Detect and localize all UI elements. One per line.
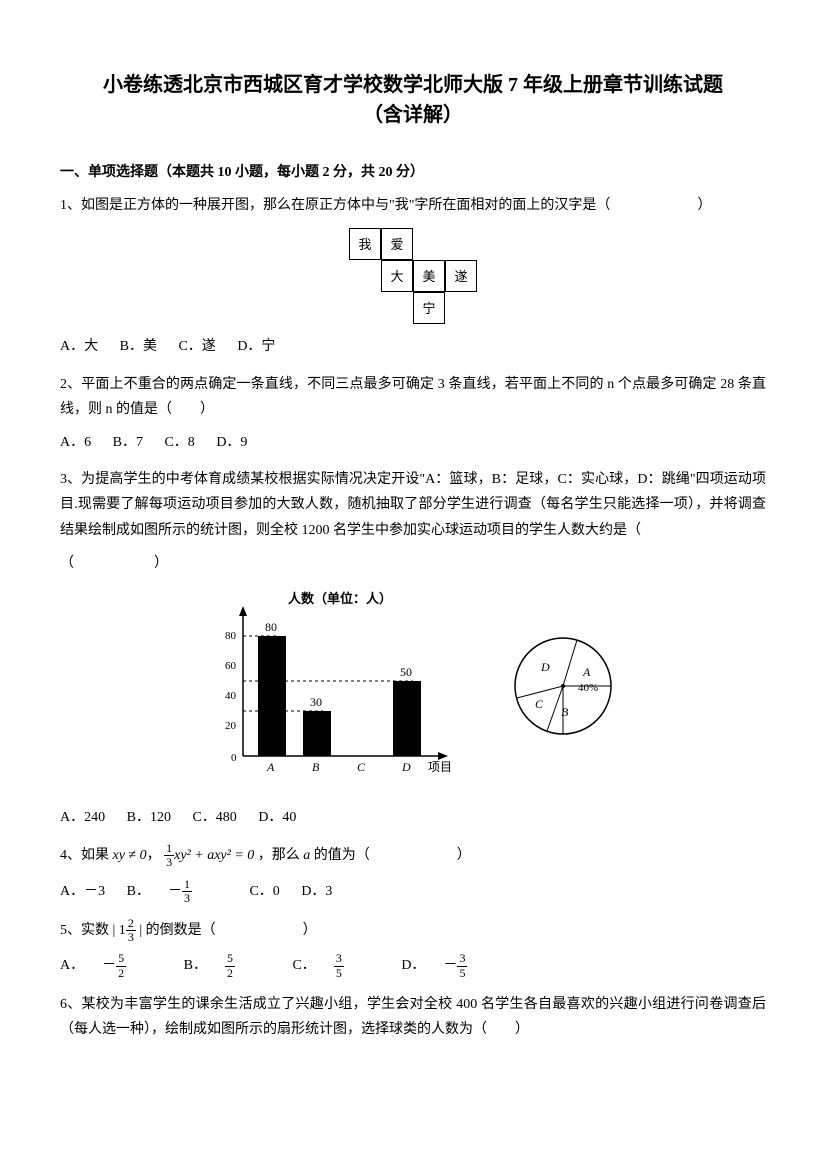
cell-wo: 我 — [349, 228, 381, 260]
cat-b: B — [312, 760, 320, 774]
q4-options: A．－3 B．－13 C．0 D．3 — [60, 878, 766, 905]
cube-grid: 我 爱 大 美 遂 宁 — [333, 228, 493, 324]
question-1: 1、如图是正方体的一种展开图，那么在原正方体中与"我"字所在面相对的面上的汉字是… — [60, 193, 766, 218]
ytick-0: 0 — [231, 752, 237, 764]
q4-suffix: 的值为（ — [314, 848, 370, 863]
q4-close: ） — [457, 848, 471, 863]
cat-c: C — [357, 760, 366, 774]
q5-options: A．－52 B．52 C．35 D．－35 — [60, 952, 766, 979]
q5-opt-c: C．35 — [292, 958, 379, 973]
title-line-2: （含详解） — [363, 104, 463, 126]
question-5: 5、实数 | 123 | 的倒数是（ ） — [60, 917, 766, 944]
q5-opt-d: D．－35 — [401, 958, 503, 973]
cell-sui: 遂 — [445, 260, 477, 292]
page-title: 小卷练透北京市西城区育才学校数学北师大版 7 年级上册章节训练试题 （含详解） — [60, 70, 766, 130]
q5-abs: | 123 | — [113, 923, 143, 938]
q2-opt-c: C．8 — [164, 435, 194, 450]
q1-close: ） — [697, 198, 711, 213]
q2-opt-a: A．6 — [60, 435, 91, 450]
bar-b — [303, 711, 331, 756]
ytick-40: 40 — [225, 690, 237, 702]
q5-close: ） — [303, 923, 317, 938]
q4-opt-c: C．0 — [249, 884, 279, 899]
ytick-60: 60 — [225, 660, 237, 672]
q3-opt-a: A．240 — [60, 810, 105, 825]
q1-opt-d: D．宁 — [237, 339, 275, 354]
ytick-80: 80 — [225, 630, 237, 642]
q5-prefix: 5、实数 — [60, 923, 109, 938]
cube-net-figure: 我 爱 大 美 遂 宁 — [60, 228, 766, 324]
pie-chart: A 40% B C D — [503, 626, 623, 755]
cell-ning: 宁 — [413, 292, 445, 324]
q4-frac: 13 — [164, 842, 174, 869]
question-6: 6、某校为丰富学生的课余生活成立了兴趣小组，学生会对全校 400 名学生各自最喜… — [60, 992, 766, 1042]
q2-options: A．6 B．7 C．8 D．9 — [60, 430, 766, 455]
pie-line-4 — [563, 640, 577, 686]
q1-opt-a: A．大 — [60, 339, 98, 354]
q4-cond1: xy ≠ 0 — [113, 848, 147, 863]
ytick-20: 20 — [225, 720, 237, 732]
bar-d — [393, 681, 421, 756]
bar-d-label: 50 — [400, 665, 412, 679]
q3-paren: （） — [60, 551, 766, 576]
question-2: 2、平面上不重合的两点确定一条直线，不同三点最多可确定 3 条直线，若平面上不同… — [60, 372, 766, 422]
bar-a-label: 80 — [265, 620, 277, 634]
pie-label-d: D — [540, 660, 550, 674]
pie-label-b: B — [561, 705, 569, 719]
pie-label-c: C — [535, 697, 544, 711]
bar-b-label: 30 — [310, 695, 322, 709]
pie-pct-a: 40% — [578, 682, 598, 694]
title-line-1: 小卷练透北京市西城区育才学校数学北师大版 7 年级上册章节训练试题 — [103, 74, 723, 96]
cat-a: A — [266, 760, 275, 774]
section-header-1: 一、单项选择题（本题共 10 小题，每小题 2 分，共 20 分） — [60, 160, 766, 185]
q3-text: 3、为提高学生的中考体育成绩某校根据实际情况决定开设"A：篮球，B：足球，C：实… — [60, 472, 766, 537]
q5-opt-b: B．52 — [184, 958, 271, 973]
q1-text: 1、如图是正方体的一种展开图，那么在原正方体中与"我"字所在面相对的面上的汉字是… — [60, 198, 610, 213]
q2-opt-d: D．9 — [216, 435, 247, 450]
cell-ai: 爱 — [381, 228, 413, 260]
x-label: 项目 — [428, 760, 452, 774]
cell-da: 大 — [381, 260, 413, 292]
pie-chart-svg: A 40% B C D — [503, 626, 623, 746]
cell-mei: 美 — [413, 260, 445, 292]
q1-opt-b: B．美 — [120, 339, 157, 354]
q5-opt-a: A．－52 — [60, 958, 162, 973]
q3-close: ） — [154, 556, 168, 571]
q3-opt-d: D．40 — [258, 810, 296, 825]
q4-opt-a: A．－3 — [60, 884, 105, 899]
q4-opt-b: B．－13 — [127, 884, 228, 899]
bar-a — [258, 636, 286, 756]
question-3: 3、为提高学生的中考体育成绩某校根据实际情况决定开设"A：篮球，B：足球，C：实… — [60, 467, 766, 543]
q4-opt-d: D．3 — [301, 884, 332, 899]
question-4: 4、如果 xy ≠ 0， 13xy² + axy² = 0 ，那么 a 的值为（… — [60, 842, 766, 869]
pie-center — [561, 684, 565, 688]
q4-mid: ，那么 — [258, 848, 300, 863]
q3-charts: 人数（单位：人） 0 20 40 60 80 80 A 30 B C 50 D … — [60, 591, 766, 790]
chart-title: 人数（单位：人） — [288, 591, 392, 606]
x-arrow — [438, 752, 448, 760]
cat-d: D — [401, 760, 411, 774]
q3-opt-c: C．480 — [192, 810, 236, 825]
bar-chart: 人数（单位：人） 0 20 40 60 80 80 A 30 B C 50 D … — [203, 591, 463, 790]
pie-label-a: A — [582, 665, 591, 679]
q1-opt-c: C．遂 — [178, 339, 215, 354]
q1-options: A．大 B．美 C．遂 D．宁 — [60, 334, 766, 359]
q3-options: A．240 B．120 C．480 D．40 — [60, 805, 766, 830]
q4-var-a: a — [303, 848, 310, 863]
q3-opt-b: B．120 — [127, 810, 171, 825]
q2-opt-b: B．7 — [113, 435, 143, 450]
y-arrow — [239, 606, 247, 616]
q4-prefix: 4、如果 — [60, 848, 109, 863]
q4-expr: xy² + axy² = 0 — [174, 848, 254, 863]
q5-suffix: 的倒数是（ — [146, 923, 216, 938]
bar-chart-svg: 人数（单位：人） 0 20 40 60 80 80 A 30 B C 50 D … — [203, 591, 463, 781]
